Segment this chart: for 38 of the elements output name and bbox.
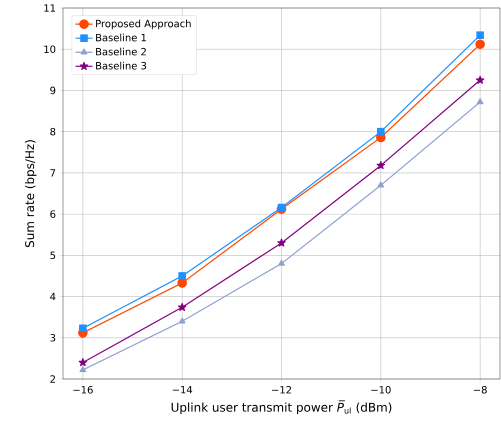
y-tick-label: 10	[44, 45, 56, 53]
point	[78, 358, 88, 366]
point	[377, 181, 384, 188]
y-axis-title: Sum rate (bps/Hz)	[24, 140, 36, 248]
y-tick-label: 11	[44, 4, 56, 12]
point	[79, 366, 86, 372]
y-tick-label: 5	[50, 252, 56, 260]
y-tick-label: 4	[50, 292, 56, 300]
x-tick-label: −12	[272, 386, 292, 394]
point	[476, 98, 484, 104]
y-tick-label: 2	[50, 375, 55, 383]
x-tick-label: −10	[371, 386, 391, 394]
y-tick-label: 9	[50, 86, 56, 94]
x-axis-title: Uplink user transmit power P̅$_{ul}$ (dBm)	[172, 400, 392, 414]
point	[178, 272, 186, 280]
point	[278, 260, 285, 266]
point	[277, 238, 286, 247]
point	[376, 161, 386, 170]
y-tick-label: 6	[50, 210, 56, 218]
point	[178, 302, 186, 311]
point	[377, 128, 385, 136]
x-tick-label: −14	[172, 386, 192, 394]
point	[476, 76, 484, 84]
x-tick-label: −16	[73, 386, 93, 394]
point	[177, 278, 187, 288]
point	[476, 31, 484, 40]
y-tick-label: 7	[50, 169, 56, 177]
legend-label: Baseline 3	[96, 62, 146, 70]
point	[178, 317, 186, 324]
legend-label: Baseline 1	[96, 34, 146, 42]
y-tick-label: 8	[50, 128, 56, 136]
legend-label: Baseline 2	[96, 48, 146, 56]
legend-label: Proposed Approach	[96, 20, 191, 30]
x-tick-label: −8	[474, 386, 487, 394]
y-tick-label: 3	[50, 334, 56, 342]
point	[79, 324, 87, 332]
point	[475, 39, 485, 50]
point	[278, 204, 286, 212]
